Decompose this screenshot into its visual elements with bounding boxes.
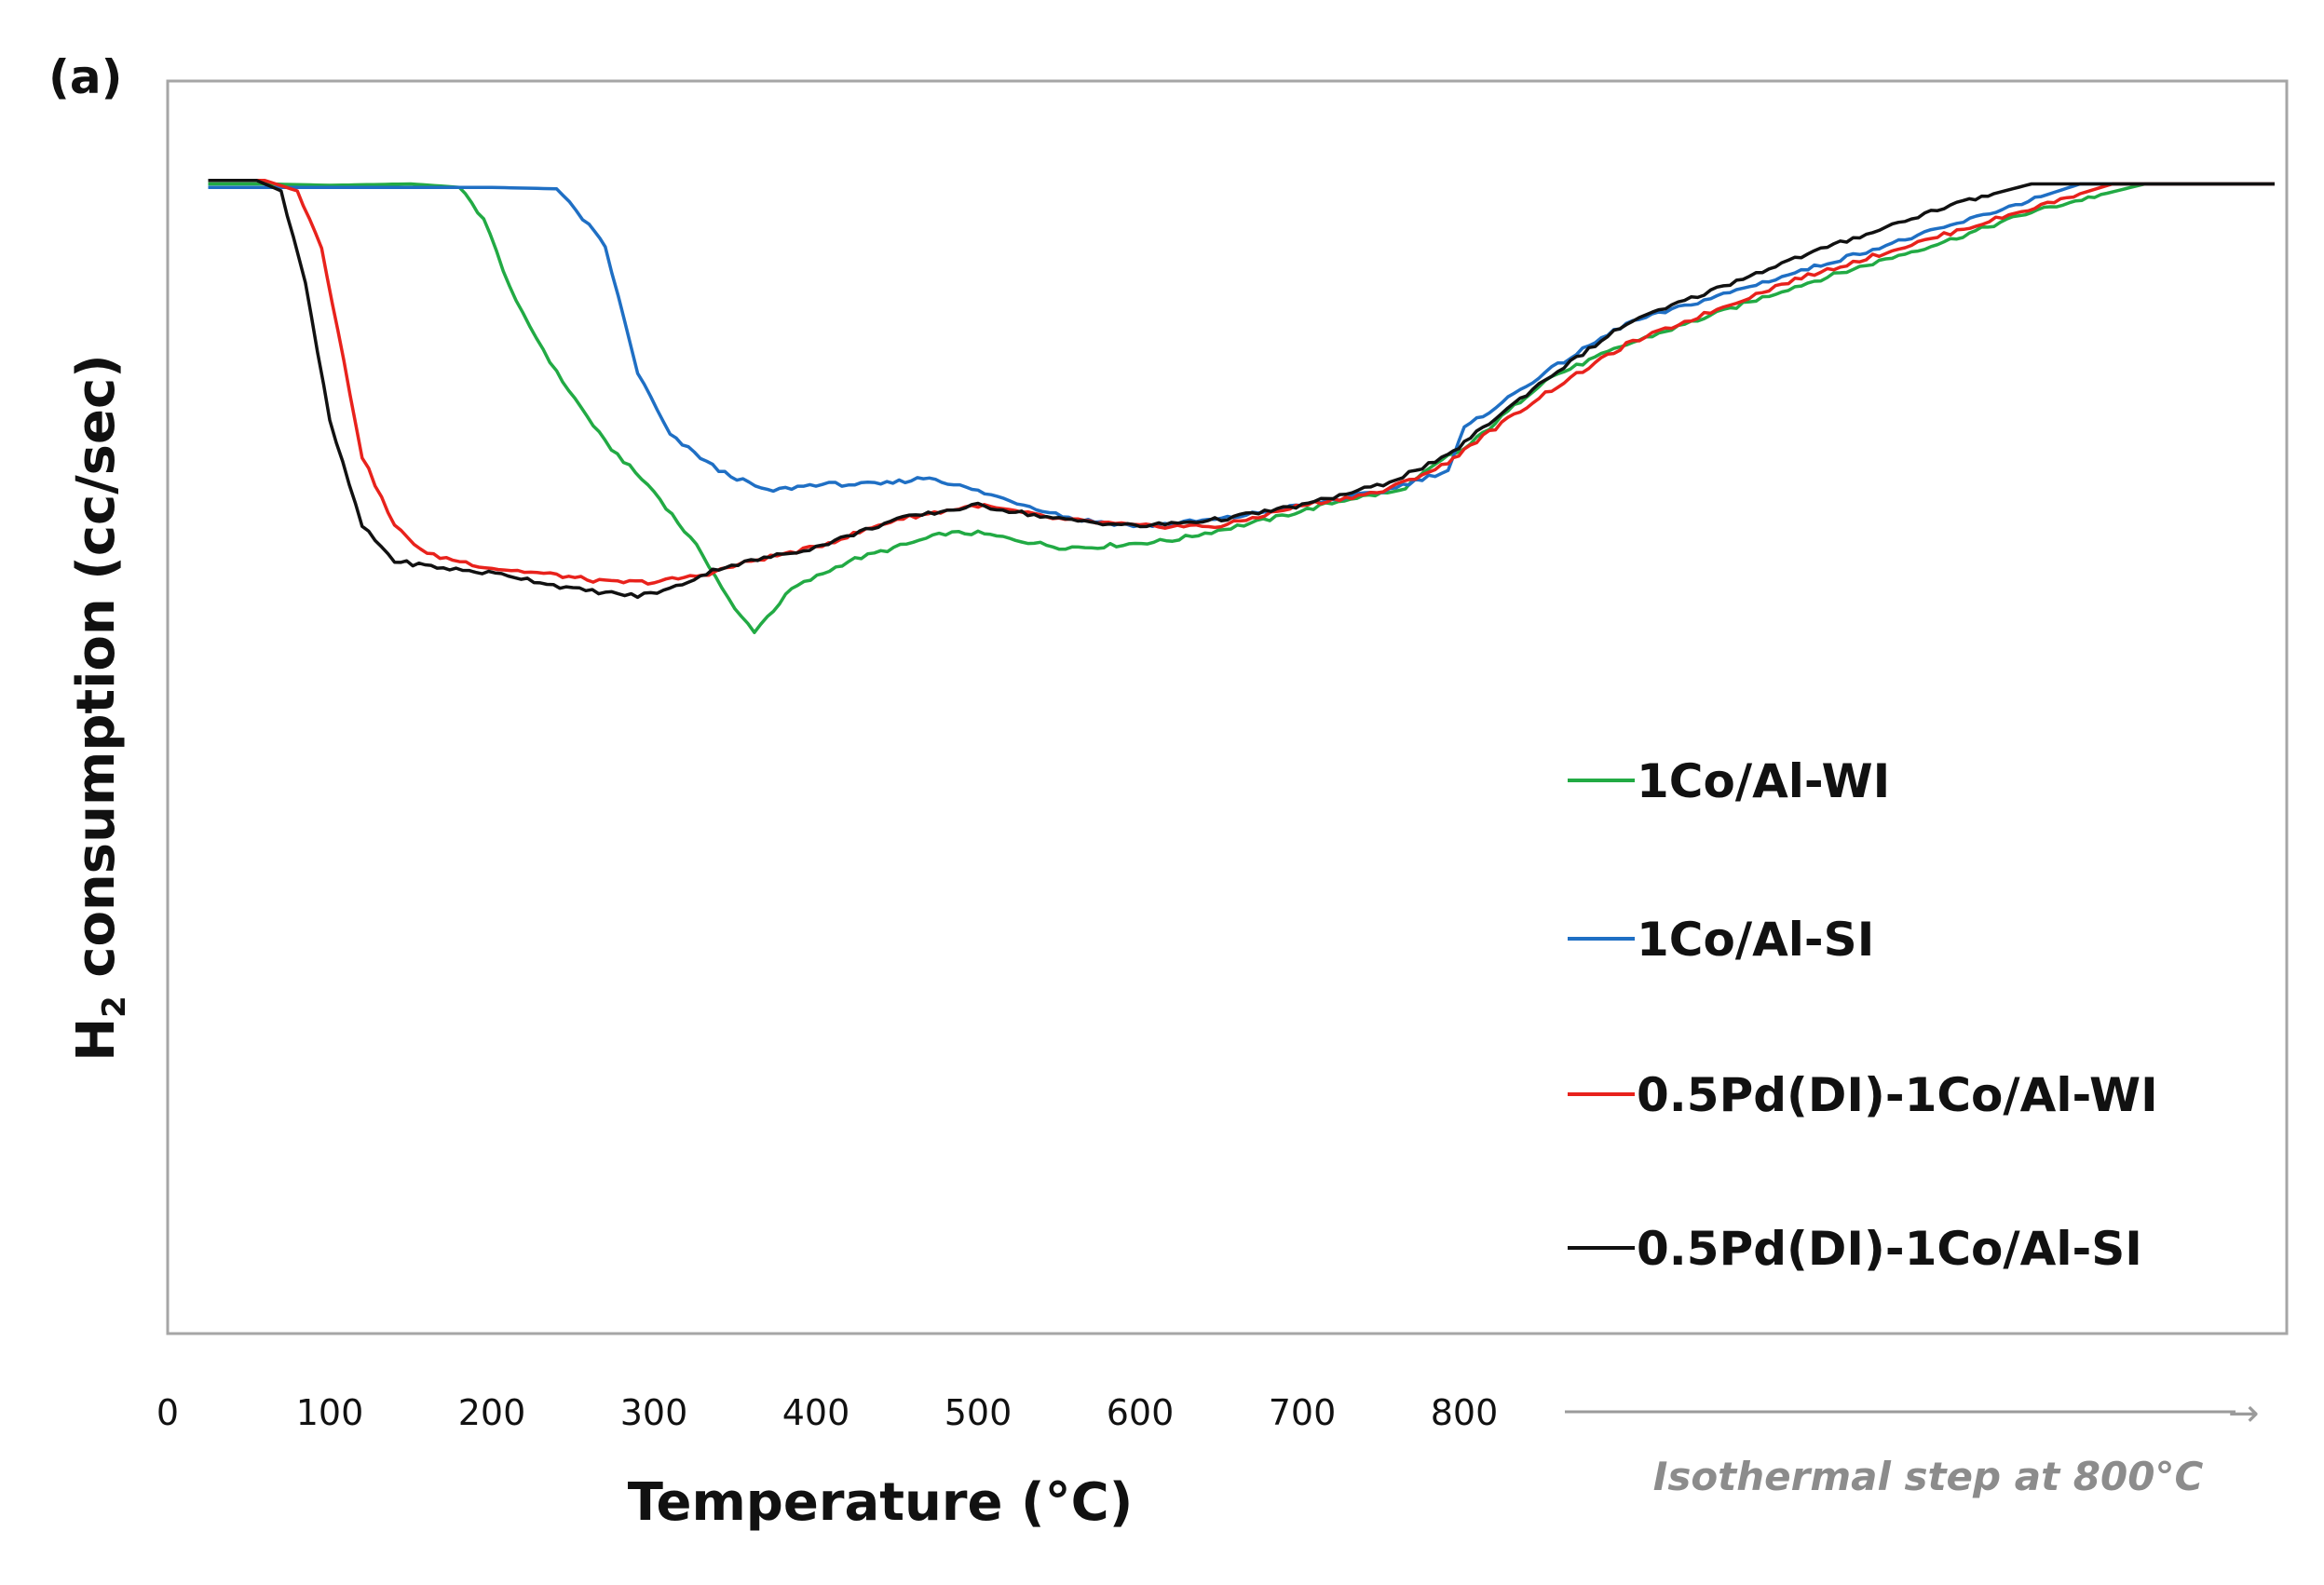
x-tick-label: 300 bbox=[620, 1392, 688, 1433]
legend: 1Co/Al-WI 1Co/Al-SI 0.5Pd(DI)-1Co/Al-WI 0.5… bbox=[1568, 754, 2158, 1276]
x-axis-label: Temperature (°C) bbox=[628, 1472, 1134, 1533]
x-tick-label: 700 bbox=[1269, 1392, 1337, 1433]
x-tick-label: 0 bbox=[156, 1392, 179, 1433]
series-line-1 bbox=[208, 182, 2275, 529]
x-tick-label: 800 bbox=[1431, 1392, 1499, 1433]
series-line-0 bbox=[208, 182, 2275, 634]
x-tick-label: 600 bbox=[1107, 1392, 1175, 1433]
legend-label-1: 1Co/Al-SI bbox=[1637, 913, 1874, 967]
legend-label-0: 1Co/Al-WI bbox=[1637, 754, 1890, 808]
y-axis-label-main: H bbox=[66, 1018, 127, 1062]
isothermal-arrow-icon: → bbox=[2228, 1392, 2260, 1435]
x-tick-label: 100 bbox=[296, 1392, 364, 1433]
x-tick-label: 500 bbox=[945, 1392, 1013, 1433]
series-line-3 bbox=[208, 179, 2275, 600]
x-tick-labels: 0 100 200 300 400 500 600 700 800 bbox=[156, 1392, 1498, 1433]
plot-area-border bbox=[166, 79, 2289, 1335]
panel-label: (a) bbox=[48, 50, 122, 104]
y-axis-label-rest: consumption (cc/sec) bbox=[66, 354, 127, 996]
legend-label-2: 0.5Pd(DI)-1Co/Al-WI bbox=[1637, 1068, 2158, 1122]
series-line-2 bbox=[208, 179, 2275, 586]
y-axis-label: H2 consumption (cc/sec) bbox=[66, 354, 133, 1062]
legend-label-3: 0.5Pd(DI)-1Co/Al-SI bbox=[1637, 1222, 2142, 1276]
x-tick-label: 400 bbox=[782, 1392, 850, 1433]
series-lines bbox=[208, 179, 2275, 634]
x-tick-label: 200 bbox=[458, 1392, 526, 1433]
y-axis-label-subscript: 2 bbox=[96, 996, 133, 1018]
isothermal-label: Isothermal step at 800°C bbox=[1653, 1454, 2204, 1499]
